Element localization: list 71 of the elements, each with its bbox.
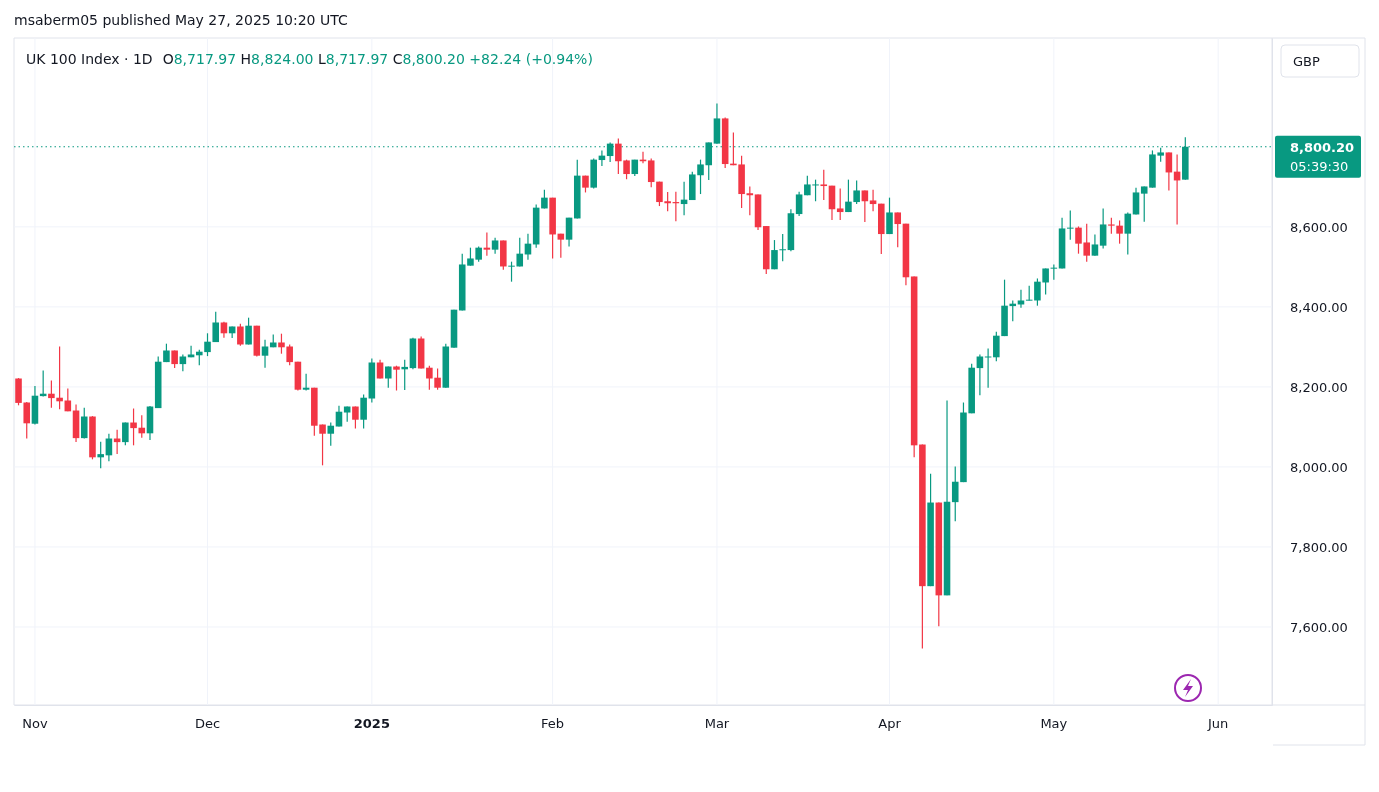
candlestick: [245, 317, 252, 346]
candlestick: [795, 191, 803, 217]
y-tick-label: 8,600.00: [1290, 219, 1348, 235]
candlestick: [1091, 233, 1099, 257]
candlestick: [565, 217, 573, 248]
candlestick: [327, 421, 335, 447]
text: msaberm05 published May 27, 2025 10:20 UTC: [14, 12, 348, 28]
y-tick-label: 8,200.00: [1290, 379, 1348, 395]
x-tick-label: Mar: [704, 716, 730, 732]
text: GBP: [1293, 54, 1320, 69]
candlestick: [237, 323, 244, 347]
candlestick: [130, 407, 137, 446]
candlestick: [97, 441, 104, 469]
ref-line-label: 8,800.20: [1290, 139, 1355, 155]
candlestick: [483, 231, 491, 257]
candlestick: [993, 331, 1000, 362]
candlestick: [212, 311, 220, 343]
candlestick: [23, 401, 31, 440]
candlestick: [647, 157, 655, 188]
y-tick-label: 8,400.00: [1290, 299, 1348, 315]
text: 05:39:30: [1290, 158, 1349, 174]
candlestick: [951, 465, 959, 522]
candlestick: [1116, 219, 1123, 245]
candlestick: [976, 353, 984, 396]
candlestick: [853, 179, 860, 205]
text: UK 100 Index · 1D: [26, 51, 153, 67]
x-tick-label: Jun: [1207, 716, 1229, 732]
candlestick: [820, 169, 828, 201]
x-tick-label: Feb: [541, 716, 565, 732]
candlestick: [836, 187, 844, 221]
candlestick: [1165, 151, 1173, 192]
candlestick: [80, 407, 88, 440]
candlestick: [746, 185, 754, 216]
candlestick: [1099, 207, 1107, 250]
text: O8,717.97 H8,824.00 L8,717.97 C8,800.20 +82.24 (+0.94%): [162, 51, 593, 67]
candlestick: [894, 211, 902, 248]
y-tick-label: 7,800.00: [1290, 539, 1348, 555]
candlestick: [771, 239, 778, 270]
candlestick: [886, 197, 893, 235]
candlestick: [845, 179, 852, 213]
candlestick: [204, 332, 211, 357]
candlestick: [508, 261, 515, 283]
y-tick-label: 7,600.00: [1290, 619, 1348, 635]
candlestick: [360, 393, 367, 430]
candlestick: [1132, 187, 1140, 216]
candlestick: [335, 405, 343, 428]
x-tick-label: Nov: [22, 716, 48, 732]
candlestick: [1034, 277, 1041, 307]
y-tick-label: 8,000.00: [1290, 459, 1348, 475]
candlestick: [376, 359, 384, 380]
candlestick: [557, 233, 565, 259]
candlestick: [48, 379, 55, 409]
candlestick: [1066, 209, 1074, 241]
candlestick: [516, 237, 524, 268]
x-tick-label: Dec: [194, 716, 221, 732]
candlestick: [1042, 267, 1049, 296]
candlestick: [179, 353, 187, 372]
candlestick: [1124, 211, 1132, 256]
candlestick: [869, 189, 877, 212]
candlestick: [779, 233, 786, 262]
candlestick: [393, 365, 400, 392]
candlestick: [1017, 289, 1025, 309]
candlestick: [384, 365, 392, 389]
candlestick: [187, 345, 195, 358]
x-tick-label: Apr: [878, 716, 902, 732]
candlestick: [138, 414, 146, 439]
candlestick: [261, 339, 269, 369]
x-tick-label: May: [1040, 716, 1068, 732]
candlestick: [302, 373, 310, 392]
candlestick: [861, 189, 869, 223]
x-tick-label: 2025: [353, 716, 390, 732]
